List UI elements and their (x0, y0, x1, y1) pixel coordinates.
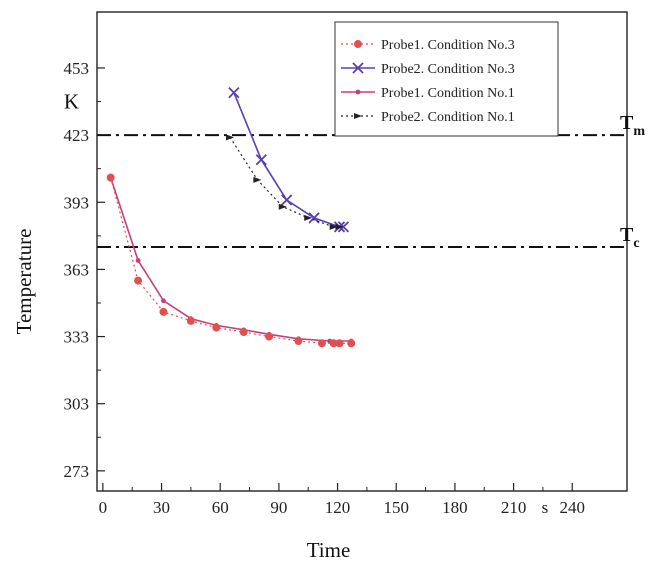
data-point (159, 307, 168, 316)
legend-marker (353, 40, 362, 49)
series-line (109, 177, 352, 342)
y-tick-label: 333 (64, 328, 90, 347)
data-point (335, 339, 344, 348)
reference-subscript-c: c (633, 236, 639, 251)
data-point (304, 214, 313, 221)
data-point (134, 276, 143, 285)
series-1 (106, 173, 356, 348)
legend-label: Probe2. Condition No.3 (381, 62, 515, 77)
data-point (106, 173, 115, 182)
data-point (347, 339, 356, 348)
data-point (265, 332, 274, 341)
x-tick-label: 210 (501, 498, 527, 517)
data-point (225, 134, 234, 141)
y-unit-label: K (64, 90, 79, 114)
x-tick-label: 120 (325, 498, 351, 517)
data-point (255, 154, 267, 166)
y-tick-label: 453 (64, 59, 90, 78)
data-point (278, 203, 287, 210)
x-tick-label: 0 (99, 498, 108, 517)
data-point (335, 223, 344, 230)
data-point (329, 223, 338, 230)
data-point (135, 258, 141, 263)
y-tick-label: 303 (64, 395, 90, 414)
x-tick-label: 150 (383, 498, 409, 517)
y-tick-label: 393 (64, 193, 90, 212)
x-unit-label: s (542, 498, 549, 517)
legend-marker (352, 62, 364, 74)
y-tick-label: 423 (64, 126, 90, 145)
x-tick-label: 30 (153, 498, 170, 517)
y-tick-label: 273 (64, 462, 90, 481)
data-point (317, 339, 326, 348)
x-tick-label: 60 (212, 498, 229, 517)
y-tick-label: 363 (64, 260, 90, 279)
data-point (228, 86, 240, 99)
data-point (281, 194, 293, 206)
data-point (186, 316, 195, 325)
legend-marker (354, 113, 362, 119)
data-point (294, 337, 303, 346)
y-axis-title: Temperature (12, 229, 36, 335)
legend-marker (355, 89, 361, 95)
data-point (212, 323, 221, 332)
legend-label: Probe1. Condition No.3 (381, 38, 515, 53)
x-axis-title: Time (307, 538, 351, 562)
series-4 (225, 134, 344, 230)
x-tick-label: 240 (559, 498, 585, 517)
series-line (229, 136, 340, 228)
data-point (161, 298, 166, 304)
x-tick-label: 180 (442, 498, 468, 517)
legend-label: Probe2. Condition No.1 (381, 110, 515, 125)
data-point (239, 328, 248, 337)
x-tick-label: 90 (270, 498, 287, 517)
legend-label: Probe1. Condition No.1 (381, 86, 515, 101)
reference-subscript-m: m (633, 124, 645, 139)
legend-box (334, 21, 559, 137)
data-point (253, 176, 262, 183)
